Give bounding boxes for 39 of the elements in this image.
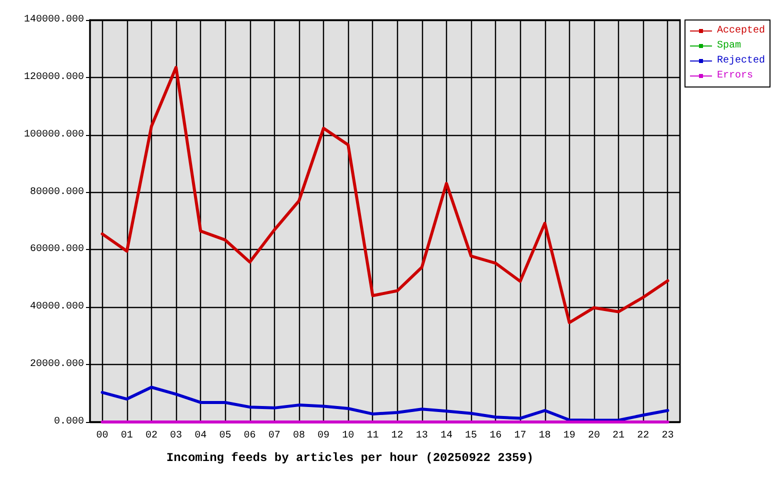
line-series — [100, 66, 670, 324]
x-tick-label: 11 — [366, 430, 379, 442]
x-tick-label: 10 — [342, 430, 354, 442]
y-tick-label: 140000.000 — [24, 14, 84, 26]
y-tick-label: 60000.000 — [30, 244, 84, 256]
y-tick-label: 20000.000 — [30, 359, 84, 370]
x-tick-label: 06 — [244, 430, 256, 442]
x-tick-label: 18 — [538, 430, 551, 442]
x-tick-label: 09 — [318, 430, 330, 442]
legend-label: Errors — [716, 70, 754, 82]
legend-label: Rejected — [716, 54, 766, 66]
y-tick-label: 120000.000 — [24, 72, 84, 83]
x-tick-label: 05 — [219, 430, 232, 442]
x-tick-label: 19 — [563, 430, 576, 442]
x-axis-title: Incoming feeds by articles per hour (20250922 2359) — [166, 451, 534, 465]
x-tick-label: 14 — [440, 430, 452, 442]
x-tick-label: 22 — [637, 430, 650, 442]
x-tick-label: 16 — [490, 430, 502, 442]
x-tick-label: 00 — [96, 430, 108, 442]
y-tick-label: 100000.000 — [24, 129, 84, 140]
x-tick-label: 17 — [514, 430, 526, 442]
y-tick-label: 80000.000 — [30, 186, 84, 198]
legend-label: Spam — [716, 40, 742, 52]
x-tick-label: 20 — [588, 430, 600, 442]
line-series — [100, 386, 670, 422]
x-tick-label: 07 — [268, 430, 280, 442]
x-tick-label: 08 — [292, 430, 305, 442]
x-tick-label: 23 — [662, 430, 674, 442]
x-tick-label: 13 — [416, 430, 428, 442]
x-tick-label: 04 — [194, 430, 207, 442]
x-tick-label: 21 — [612, 430, 625, 442]
x-tick-label: 03 — [170, 430, 182, 442]
x-tick-label: 12 — [391, 430, 404, 442]
x-tick-label: 15 — [465, 430, 478, 442]
y-tick-label: 40000.000 — [30, 302, 84, 313]
x-tick-label: 02 — [145, 430, 158, 442]
x-tick-label: 01 — [120, 430, 133, 442]
legend-label: Accepted — [716, 24, 766, 36]
y-tick-label: 0.000 — [54, 416, 84, 428]
